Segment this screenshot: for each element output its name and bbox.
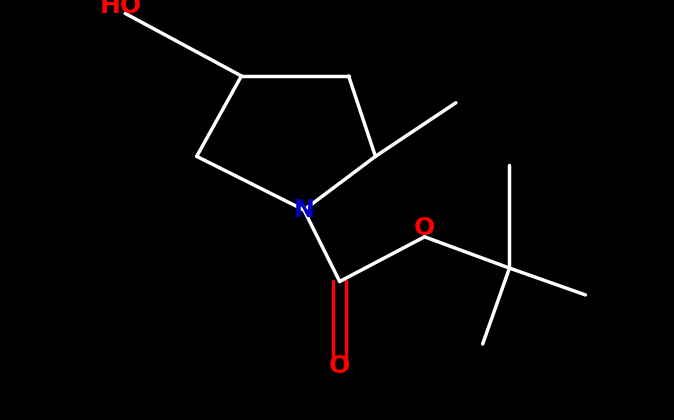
Text: O: O [329,354,350,378]
Text: N: N [293,198,314,222]
Text: O: O [414,216,435,240]
Text: HO: HO [100,0,142,18]
